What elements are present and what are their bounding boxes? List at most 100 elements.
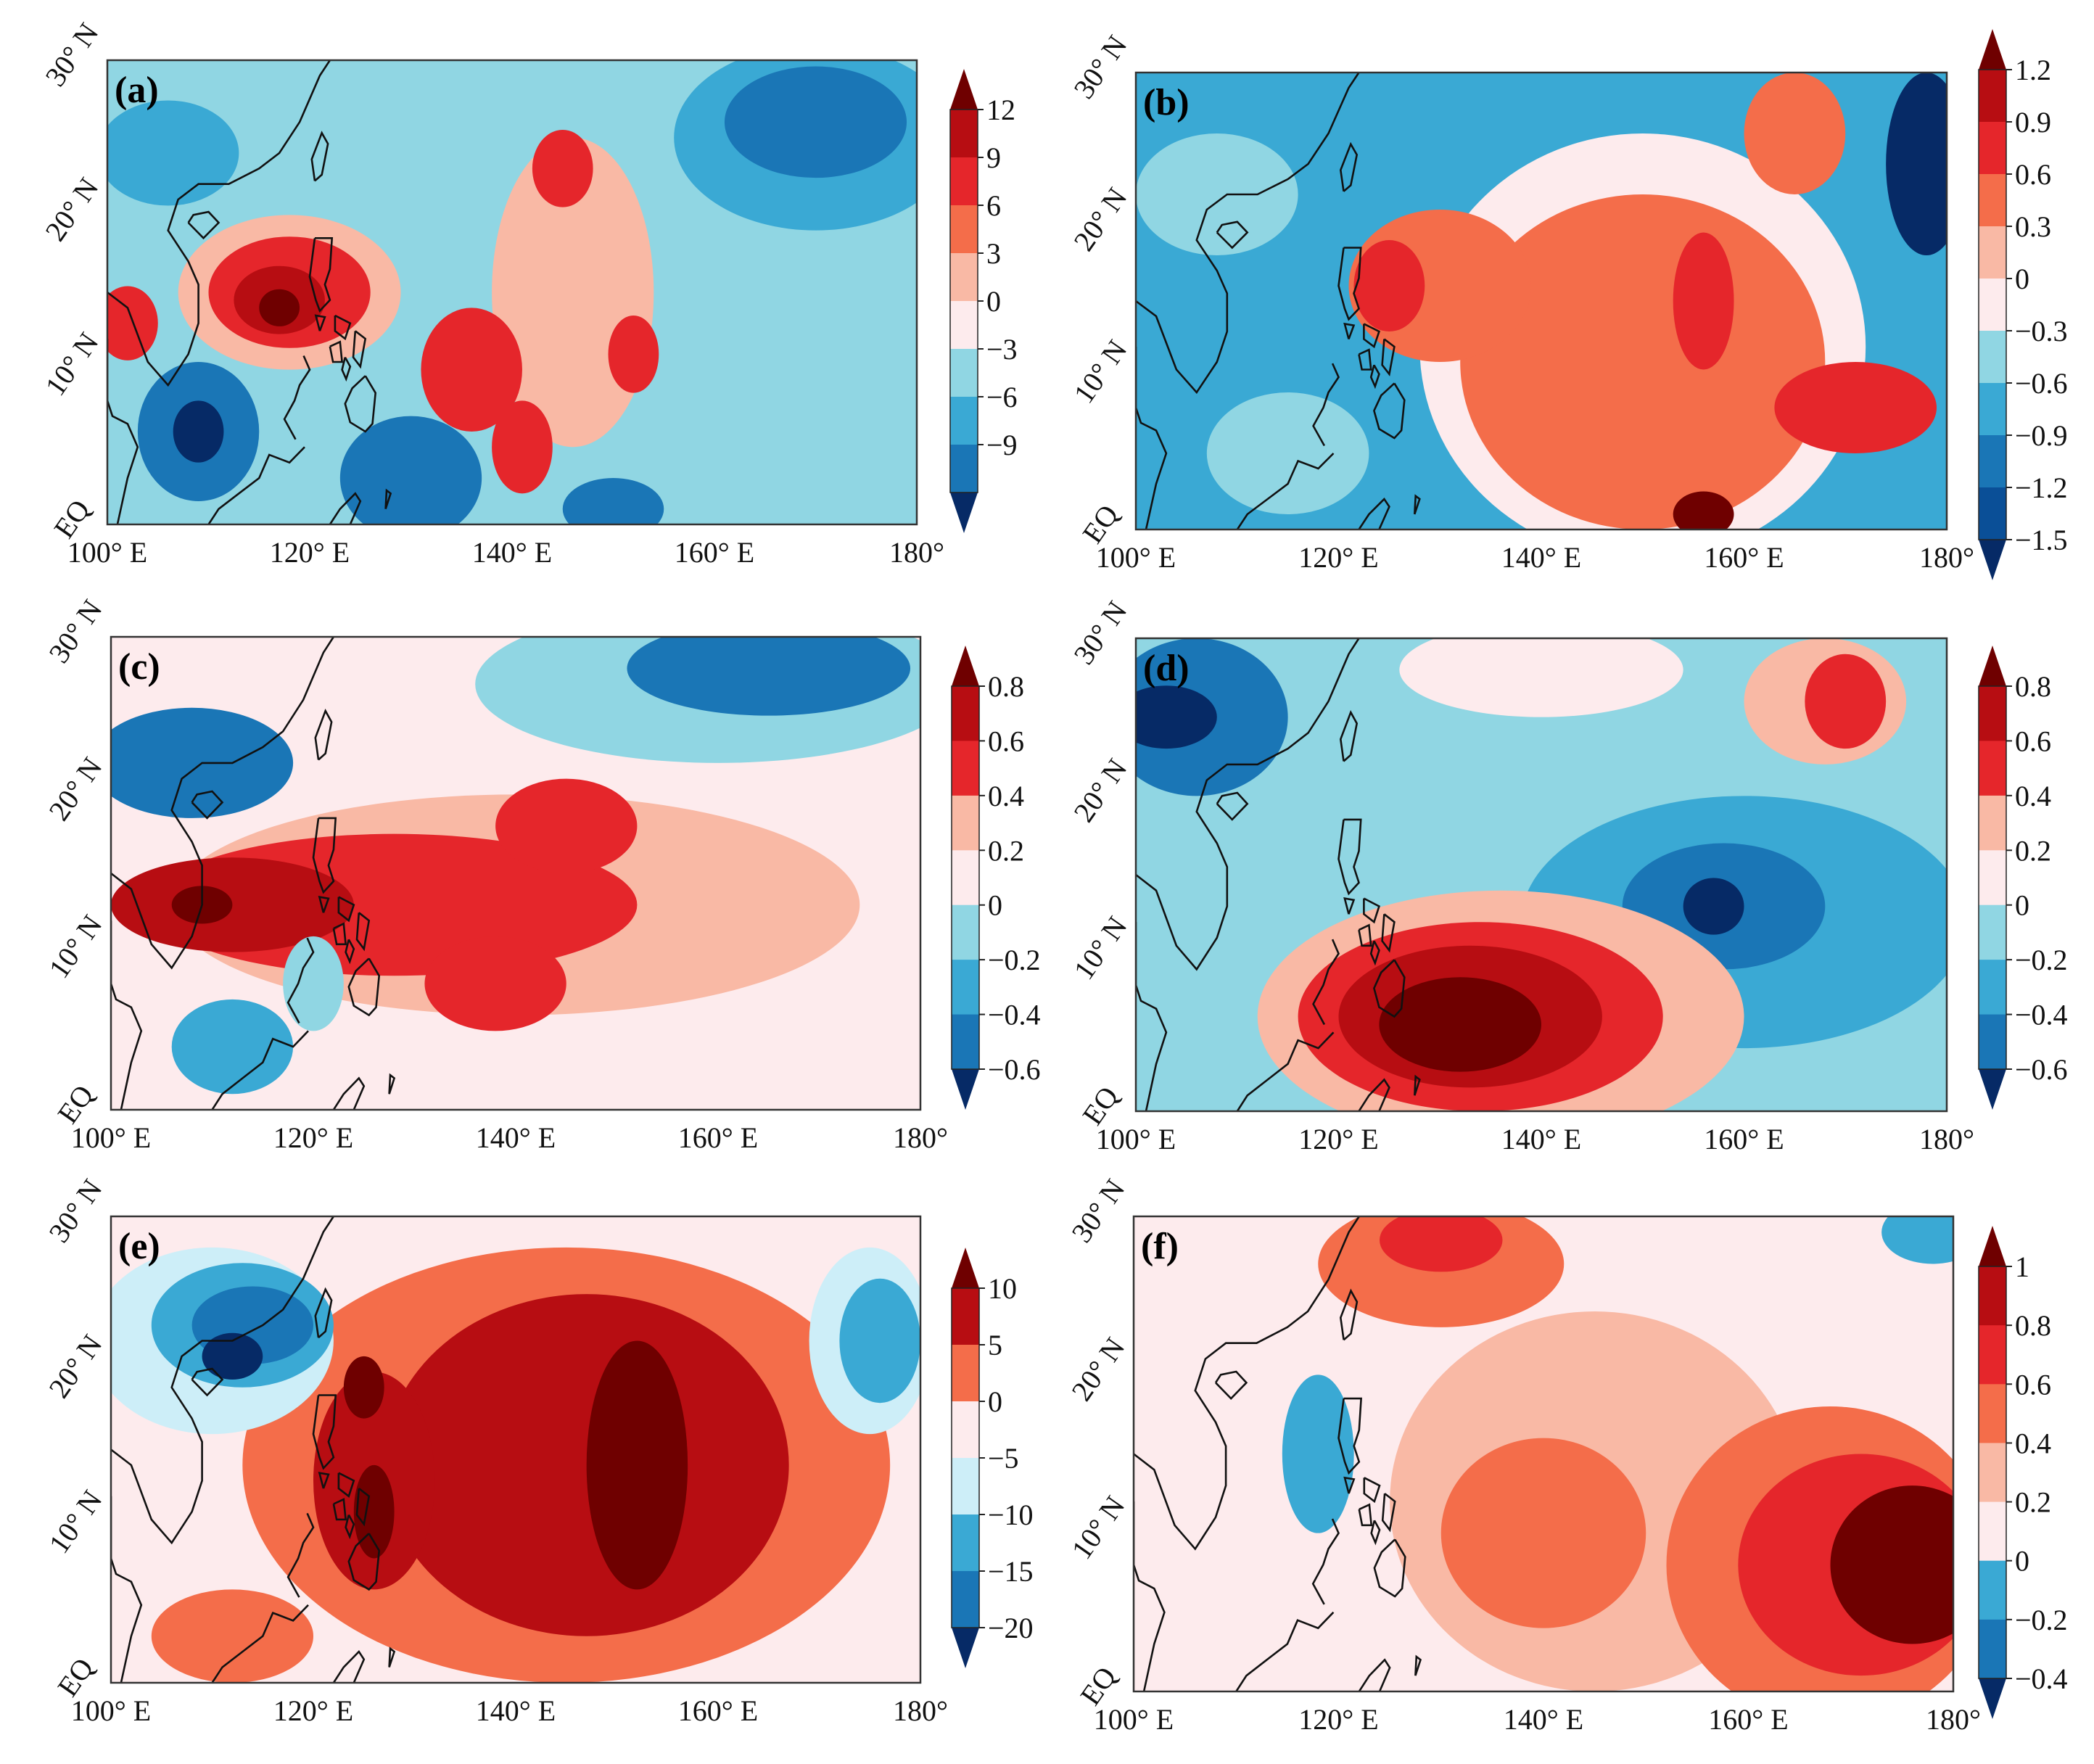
x-tick-label: 140° E [476, 1121, 556, 1154]
contour-region [283, 936, 344, 1031]
x-tick-label: 140° E [476, 1694, 556, 1727]
colorbar-swatch [950, 157, 978, 206]
colorbar-label: −0.4 [988, 999, 1041, 1031]
colorbar-label: 0.8 [2015, 1309, 2051, 1342]
coastline-path [1339, 1288, 1359, 1341]
x-tick-label: 160° E [1708, 1703, 1788, 1736]
y-tick-label: 30° N [1067, 595, 1133, 670]
coastline-path [1358, 923, 1372, 947]
contour-region [1886, 73, 1947, 255]
colorbar-label: −15 [988, 1555, 1034, 1588]
coastline-path [1414, 494, 1421, 515]
coastline-path [318, 895, 330, 913]
colorbar-label: 1.2 [2015, 54, 2051, 86]
colorbar-bottom-triangle [952, 1628, 979, 1668]
coastline-path [314, 708, 333, 761]
coastline-path [1381, 1493, 1396, 1533]
colorbar-swatch [952, 850, 979, 906]
coastline-path [332, 922, 347, 946]
colorbar-swatch [1979, 279, 2006, 331]
x-tick-label: 140° E [1501, 1123, 1581, 1155]
y-tick-label: 30° N [1067, 29, 1133, 104]
colorbar-label: −0.2 [988, 944, 1041, 976]
contour-region [627, 637, 910, 716]
x-tick-label: 180° [893, 1121, 948, 1154]
colorbar-swatch [952, 1571, 979, 1628]
coastline-path [1312, 363, 1340, 447]
coastline-path [1136, 347, 1168, 529]
x-tick-label: 120° E [270, 536, 350, 569]
contour-region [532, 130, 593, 207]
coastline-path [191, 1367, 224, 1397]
colorbar-outline [951, 685, 980, 1070]
coastline-path [1134, 1501, 1166, 1691]
colorbar-label: 0.2 [988, 834, 1024, 867]
colorbar-swatch [1979, 1443, 2006, 1503]
contour-region [562, 478, 664, 524]
plot-frame [110, 635, 922, 1111]
coastline-path [1343, 897, 1356, 915]
contour-field [111, 1216, 920, 1683]
coastline-path [1235, 1611, 1335, 1691]
colorbar-label: 0.4 [2015, 1427, 2051, 1459]
coastline-path [332, 1498, 347, 1521]
y-tick-label: 20° N [42, 751, 108, 827]
x-tick-label: 140° E [1504, 1703, 1583, 1736]
colorbar-swatch [1979, 1619, 2006, 1679]
colorbar-label: 1 [2015, 1250, 2029, 1283]
colorbar-label: −0.2 [2015, 944, 2068, 976]
y-tick-label: 10° N [1065, 1490, 1131, 1565]
coastline [111, 1216, 396, 1683]
coastline-path [344, 375, 377, 433]
colorbar-swatch [1979, 686, 2006, 741]
y-tick-label: 30° N [38, 17, 104, 92]
coastline-path [111, 920, 143, 1110]
colorbar-swatch [952, 1014, 979, 1070]
coastline-path [355, 912, 371, 952]
colorbar-bottom-triangle [952, 1069, 979, 1110]
x-tick-label: 180° [1926, 1703, 1981, 1736]
colorbar-swatch [1979, 741, 2006, 796]
contour-region [424, 936, 566, 1031]
contour-region [339, 416, 482, 524]
colorbar-swatch [950, 445, 978, 493]
coastline-path [310, 131, 329, 182]
coastline-path [347, 1533, 381, 1591]
colorbar-label: 12 [986, 94, 1015, 126]
coastline-path [191, 790, 224, 820]
colorbar-label: 3 [986, 237, 1001, 270]
x-tick-label: 180° [889, 536, 944, 569]
contour-region [608, 316, 659, 393]
coastline-path [352, 330, 367, 369]
panel-label: (e) [118, 1226, 160, 1267]
colorbar-label: 0.6 [2015, 725, 2051, 757]
coastline-path [355, 1488, 371, 1527]
colorbar-label: 0.6 [2015, 158, 2051, 191]
contour-region [421, 308, 522, 432]
y-tick-label: 10° N [1067, 334, 1133, 409]
coastline-path [1363, 1477, 1381, 1504]
coastline-path [1337, 818, 1362, 896]
y-tick-label: 20° N [42, 1329, 108, 1404]
coastline-path [287, 937, 315, 1024]
coastline-path [388, 1073, 396, 1095]
coastline-path [207, 446, 305, 524]
y-tick-label: 10° N [38, 326, 104, 402]
colorbar-label: 0.4 [2015, 780, 2051, 812]
colorbar-swatch [1979, 1501, 2006, 1562]
coastline [1134, 1216, 1422, 1691]
coastline-path [283, 355, 311, 440]
contour-region [353, 1464, 395, 1559]
colorbar-bottom-triangle [1979, 1678, 2006, 1719]
y-tick-label: 10° N [42, 1484, 108, 1559]
contour-field [1136, 73, 1947, 529]
contour-region [107, 100, 239, 206]
x-tick-label: 100° E [67, 536, 147, 569]
y-tick-label: 20° N [1067, 181, 1133, 257]
contour-region [1774, 362, 1937, 453]
contour-region [151, 1589, 313, 1683]
colorbar-swatch [1979, 850, 2006, 906]
colorbar-label: −0.4 [2015, 1662, 2068, 1695]
x-tick-label: 120° E [273, 1694, 353, 1727]
